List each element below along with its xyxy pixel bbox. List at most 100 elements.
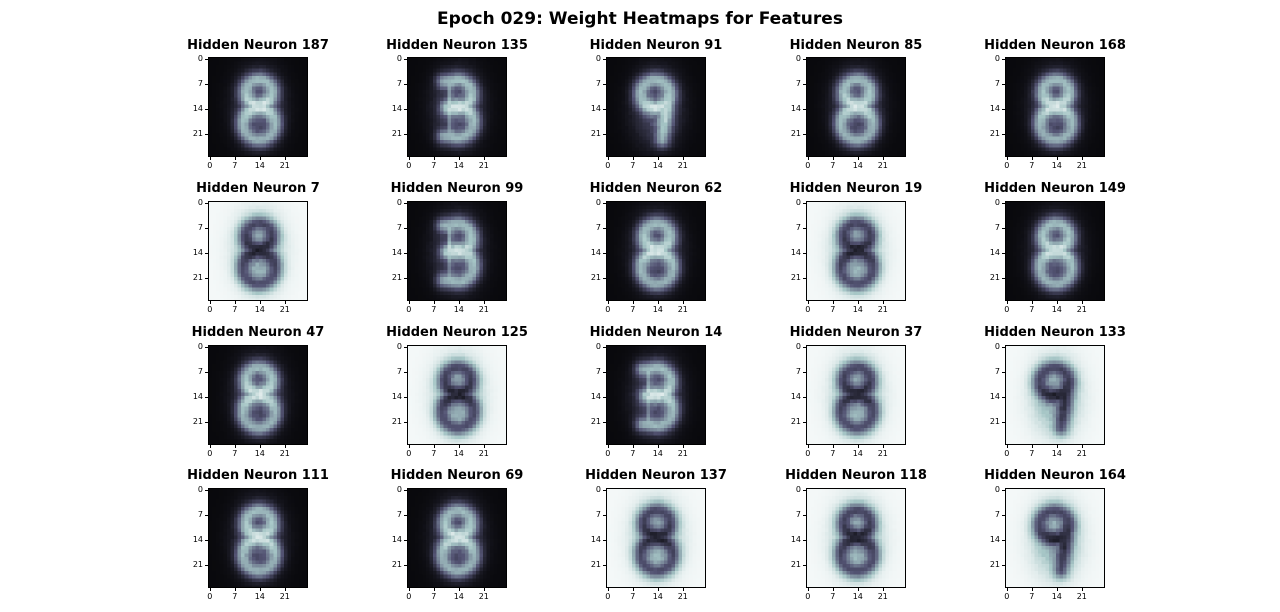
heatmap-cell bbox=[465, 150, 469, 155]
heatmap-cell bbox=[497, 65, 501, 69]
x-tick-mark bbox=[234, 301, 236, 304]
heatmap-cell bbox=[230, 118, 235, 123]
heatmap-cell bbox=[839, 147, 843, 151]
heatmap-cell bbox=[903, 118, 905, 123]
heatmap-cell bbox=[1020, 90, 1024, 94]
heatmap-cell bbox=[475, 83, 480, 87]
heatmap-cell bbox=[255, 93, 260, 98]
heatmap-cell bbox=[276, 93, 281, 98]
heatmap-cell bbox=[871, 90, 875, 94]
heatmap-cell bbox=[1045, 58, 1049, 62]
heatmap-cell bbox=[305, 241, 307, 245]
heatmap-cell bbox=[664, 133, 668, 137]
heatmap-cell bbox=[1052, 125, 1057, 130]
heatmap-cell bbox=[828, 104, 833, 109]
y-tick-label: 7 bbox=[795, 78, 801, 88]
heatmap-cell bbox=[821, 100, 825, 105]
heatmap-cell bbox=[280, 237, 285, 242]
heatmap-cell bbox=[874, 72, 879, 76]
heatmap-cell bbox=[244, 223, 249, 228]
heatmap-cell bbox=[234, 269, 238, 274]
heatmap-cell bbox=[234, 115, 238, 119]
heatmap-cell bbox=[617, 79, 622, 84]
heatmap-cell bbox=[899, 97, 904, 101]
heatmap-cell bbox=[212, 219, 217, 224]
heatmap-cell bbox=[1016, 147, 1021, 151]
heatmap-cell bbox=[1063, 133, 1067, 137]
heatmap-cell bbox=[262, 212, 267, 217]
heatmap-cell bbox=[276, 125, 281, 130]
heatmap-cell bbox=[667, 93, 672, 98]
heatmap-cell bbox=[646, 118, 650, 123]
heatmap-cell bbox=[490, 212, 494, 217]
heatmap-cell bbox=[301, 136, 306, 141]
heatmap-cell bbox=[889, 115, 893, 119]
heatmap-cell bbox=[628, 72, 633, 76]
heatmap-cell bbox=[251, 108, 256, 112]
heatmap-cell bbox=[1023, 136, 1028, 141]
heatmap-cell bbox=[1020, 118, 1024, 123]
heatmap-cell bbox=[857, 150, 861, 155]
heatmap-cell bbox=[1045, 133, 1049, 137]
heatmap-cell bbox=[493, 122, 498, 126]
heatmap-cell bbox=[415, 90, 419, 94]
heatmap-cell bbox=[266, 298, 270, 300]
heatmap-cell bbox=[1013, 111, 1017, 116]
heatmap-cell bbox=[219, 298, 224, 300]
heatmap-cell bbox=[255, 255, 260, 260]
heatmap-cell bbox=[234, 248, 238, 253]
heatmap-cell bbox=[237, 277, 242, 281]
heatmap-cell bbox=[1031, 61, 1035, 66]
heatmap-cell bbox=[244, 212, 249, 217]
heatmap-cell bbox=[415, 129, 419, 134]
heatmap-cell bbox=[479, 108, 484, 112]
heatmap-cell bbox=[216, 100, 220, 105]
heatmap-cell bbox=[689, 125, 693, 130]
heatmap-cell bbox=[429, 150, 434, 155]
heatmap-cell bbox=[251, 277, 256, 281]
heatmap-cell bbox=[415, 65, 419, 69]
heatmap-cell bbox=[832, 68, 836, 73]
heatmap-cell bbox=[699, 118, 704, 123]
heatmap-cell bbox=[832, 86, 836, 91]
heatmap-cell bbox=[621, 75, 625, 80]
heatmap-cell bbox=[276, 65, 281, 69]
heatmap-cell bbox=[1045, 104, 1049, 109]
heatmap-cell bbox=[882, 75, 886, 80]
heatmap-cell bbox=[500, 202, 505, 206]
heatmap-cell bbox=[216, 244, 220, 249]
heatmap-cell bbox=[649, 104, 654, 109]
heatmap-cell bbox=[1034, 104, 1039, 109]
heatmap-cell bbox=[632, 147, 636, 151]
heatmap-cell bbox=[1070, 143, 1074, 148]
heatmap-cell bbox=[828, 115, 833, 119]
heatmap-cell bbox=[867, 100, 872, 105]
heatmap-cell bbox=[703, 122, 705, 126]
heatmap-cell bbox=[1038, 150, 1042, 155]
heatmap-cell bbox=[230, 68, 235, 73]
heatmap-cell bbox=[269, 72, 274, 76]
heatmap-cell bbox=[425, 90, 430, 94]
heatmap-cell bbox=[824, 154, 829, 156]
heatmap-cell bbox=[896, 75, 900, 80]
heatmap-cell bbox=[878, 125, 883, 130]
heatmap-cell bbox=[1056, 61, 1060, 66]
heatmap-cell bbox=[1091, 150, 1096, 155]
heatmap-cell bbox=[212, 111, 217, 116]
heatmap-cell bbox=[1063, 104, 1067, 109]
x-tick-mark bbox=[882, 157, 884, 160]
heatmap-cell bbox=[255, 294, 260, 299]
heatmap-cell bbox=[255, 86, 260, 91]
heatmap-cell bbox=[1056, 111, 1060, 116]
heatmap-cell bbox=[216, 122, 220, 126]
heatmap-cell bbox=[635, 75, 640, 80]
heatmap-cell bbox=[1084, 79, 1089, 84]
heatmap-cell bbox=[209, 298, 213, 300]
heatmap-cell bbox=[849, 75, 854, 80]
heatmap-cell bbox=[411, 125, 416, 130]
heatmap-cell bbox=[1098, 90, 1103, 94]
heatmap-cell bbox=[212, 150, 217, 155]
heatmap-cell bbox=[294, 277, 299, 281]
heatmap-cell bbox=[674, 58, 679, 62]
heatmap-cell bbox=[209, 140, 213, 144]
